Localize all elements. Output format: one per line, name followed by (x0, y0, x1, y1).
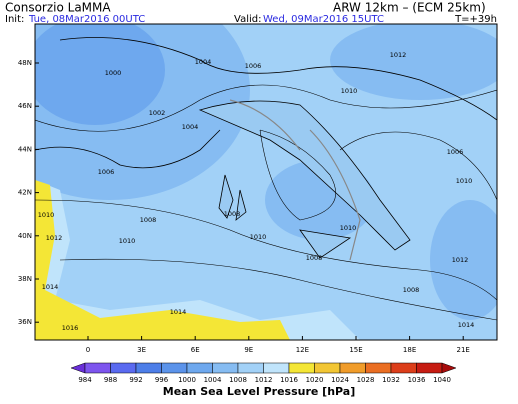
colorbar-tick-label: 1040 (433, 376, 451, 384)
lead-time: T=+39h (454, 14, 497, 25)
colorbar-end (441, 362, 457, 374)
lat-label: 38N (18, 275, 32, 283)
lon-label: 6E (191, 346, 200, 354)
isobar-label: 1014 (170, 308, 187, 316)
isobar-label: 1010 (340, 224, 357, 232)
valid-time: Wed, 09Mar2016 15UTC (263, 14, 384, 25)
colorbar-box (237, 362, 264, 374)
colorbar-box (288, 362, 315, 374)
colorbar-tick-label: 1028 (357, 376, 375, 384)
colorbar-tick-label: 1012 (255, 376, 273, 384)
isobar-label: 1008 (224, 210, 241, 218)
colorbar-title: Mean Sea Level Pressure [hPa] (163, 385, 356, 398)
colorbar-box (339, 362, 366, 374)
colorbar-tick-label: 988 (104, 376, 117, 384)
isobar-label: 1006 (447, 148, 464, 156)
isobar-label: 1014 (458, 321, 475, 329)
lat-label: 48N (18, 59, 32, 67)
isobar-label: 1012 (46, 234, 63, 242)
colorbar-tick-label: 984 (78, 376, 92, 384)
colorbar-tick-label: 1024 (331, 376, 349, 384)
colorbar-tick-label: 1020 (306, 376, 324, 384)
colorbar-box (84, 362, 111, 374)
map: 1000 1002 1004 1004 1006 1006 1006 1008 1008 1008… (18, 23, 498, 354)
isobar-label: 1010 (456, 177, 473, 185)
init-label: Init: (5, 14, 24, 25)
colorbar-box (212, 362, 239, 374)
colorbar-tick-label: 992 (129, 376, 142, 384)
isobar-label: 1010 (119, 237, 136, 245)
colorbar-tick-label: 1004 (204, 376, 222, 384)
colorbar-box (186, 362, 213, 374)
isobar-label: 1008 (403, 286, 420, 294)
colorbar-tick-label: 1016 (280, 376, 298, 384)
lat-label: 40N (18, 232, 32, 240)
lon-label: 18E (403, 346, 416, 354)
isobar-label: 1004 (195, 58, 212, 66)
institution: Consorzio LaMMA (5, 1, 111, 15)
isobar-label: 1008 (306, 254, 323, 262)
lon-label: 21E (457, 346, 470, 354)
isobar-label: 1000 (105, 69, 122, 77)
isobar-label: 1012 (390, 51, 407, 59)
lat-label: 36N (18, 318, 32, 326)
colorbar-tick-label: 1032 (382, 376, 400, 384)
colorbar-box (365, 362, 392, 374)
colorbar-end (70, 362, 86, 374)
lon-label: 9E (244, 346, 253, 354)
colorbar-box (390, 362, 417, 374)
lat-label: 46N (18, 102, 32, 110)
colorbar-box (135, 362, 162, 374)
isobar-label: 1006 (98, 168, 115, 176)
isobar-label: 1008 (140, 216, 157, 224)
lon-label: 15E (349, 346, 362, 354)
graticule: 48N 46N 44N 42N 40N 38N 36N 0 3E 6E 9E 12E 15E 18E 21E (18, 59, 470, 354)
isobar-label: 1010 (341, 87, 358, 95)
lat-label: 44N (18, 145, 32, 153)
colorbar-tick-label: 1008 (229, 376, 247, 384)
colorbar-box (263, 362, 290, 374)
isobar-label: 1016 (62, 324, 79, 332)
isobar-label: 1004 (182, 123, 199, 131)
lon-label: 0 (86, 346, 90, 354)
colorbar-tick-label: 996 (155, 376, 169, 384)
isobar-label: 1010 (250, 233, 267, 241)
colorbar-tick-label: 1036 (408, 376, 426, 384)
isobar-label: 1012 (452, 256, 469, 264)
lat-label: 42N (18, 189, 32, 197)
colorbar-box (314, 362, 341, 374)
isobar-label: 1010 (38, 211, 55, 219)
colorbar-box (416, 362, 443, 374)
init-time: Tue, 08Mar2016 00UTC (28, 14, 145, 25)
model: ARW 12km – (ECM 25km) (333, 1, 486, 15)
isobar-label: 1014 (42, 283, 59, 291)
colorbar-box (110, 362, 137, 374)
colorbar-tick-label: 1000 (178, 376, 196, 384)
colorbar-box (161, 362, 188, 374)
lon-label: 12E (296, 346, 309, 354)
isobar-label: 1006 (245, 62, 262, 70)
lon-label: 3E (137, 346, 146, 354)
isobar-label: 1002 (149, 109, 166, 117)
colorbar: 984 988 992 996 1000 1004 1008 1012 1016 1020 1024… (70, 362, 457, 384)
contour-labels: 1000 1002 1004 1004 1006 1006 1006 1008 1008 1008… (38, 51, 475, 332)
valid-label: Valid: (234, 14, 261, 25)
